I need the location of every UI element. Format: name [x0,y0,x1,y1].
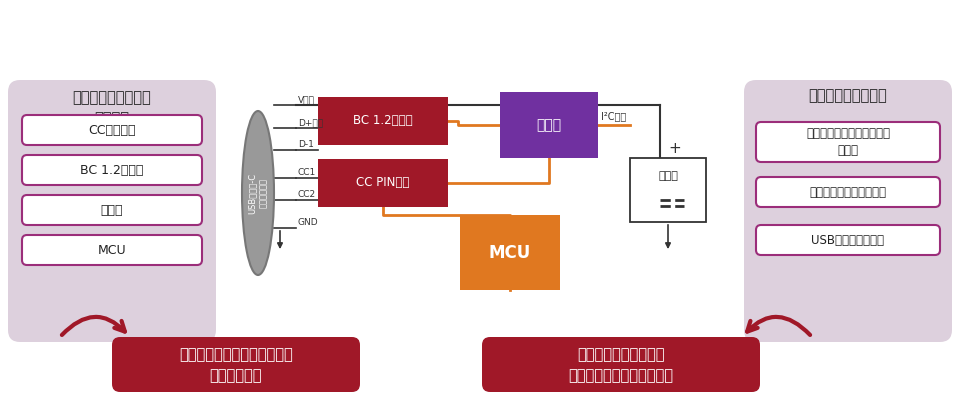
Bar [460,215,560,290]
Text: D-1: D-1 [298,140,314,149]
Bar [318,159,448,207]
FancyBboxPatch shape [22,195,202,225]
Bar [500,92,598,158]
Text: 燃料計: 燃料計 [658,171,678,181]
Text: BC 1.2の検出: BC 1.2の検出 [353,114,413,128]
Text: 大きなソリューションサイズ
コストの上昇: 大きなソリューションサイズ コストの上昇 [180,347,293,383]
FancyBboxPatch shape [756,177,940,207]
FancyBboxPatch shape [482,337,760,392]
Text: MCU: MCU [98,244,127,256]
FancyBboxPatch shape [112,337,360,392]
Text: GND: GND [298,218,319,227]
Text: 複数のハードウェア
ブロック: 複数のハードウェア ブロック [73,90,152,126]
FancyBboxPatch shape [22,235,202,265]
Text: Vバス: Vバス [298,95,315,104]
Text: I²Cバス: I²Cバス [601,111,627,121]
Text: USBタイプ-C
レセプタクル: USBタイプ-C レセプタクル [248,172,268,214]
Text: D+キー: D+キー [298,118,324,127]
Text: USB仕様のノウハウ: USB仕様のノウハウ [811,234,884,246]
Text: +: + [668,141,681,156]
Text: CC1: CC1 [298,168,316,177]
Bar [630,158,706,222]
Ellipse shape [242,111,274,275]
FancyBboxPatch shape [8,80,216,342]
FancyBboxPatch shape [756,225,940,255]
Text: 充電器: 充電器 [537,118,562,132]
Text: すべての機能ブロック調整
が必要: すべての機能ブロック調整 が必要 [806,127,890,157]
FancyBboxPatch shape [22,115,202,145]
Text: CCピン検出: CCピン検出 [88,124,135,136]
Text: CC2: CC2 [298,190,316,199]
Text: 充電器: 充電器 [101,204,123,216]
Text: BC 1.2の検出: BC 1.2の検出 [81,164,144,176]
Text: 複雑なソフトウェア: 複雑なソフトウェア [808,88,887,103]
Bar [318,97,448,145]
FancyBboxPatch shape [744,80,952,342]
Text: CC PIN検出: CC PIN検出 [356,176,410,190]
Text: MCU: MCU [489,244,531,262]
Text: 正確なタイミングを保つ: 正確なタイミングを保つ [809,186,886,198]
FancyBboxPatch shape [756,122,940,162]
Text: 開発サイクルの長期化
市場投入までの時間が遅い: 開発サイクルの長期化 市場投入までの時間が遅い [568,347,674,383]
FancyBboxPatch shape [22,155,202,185]
